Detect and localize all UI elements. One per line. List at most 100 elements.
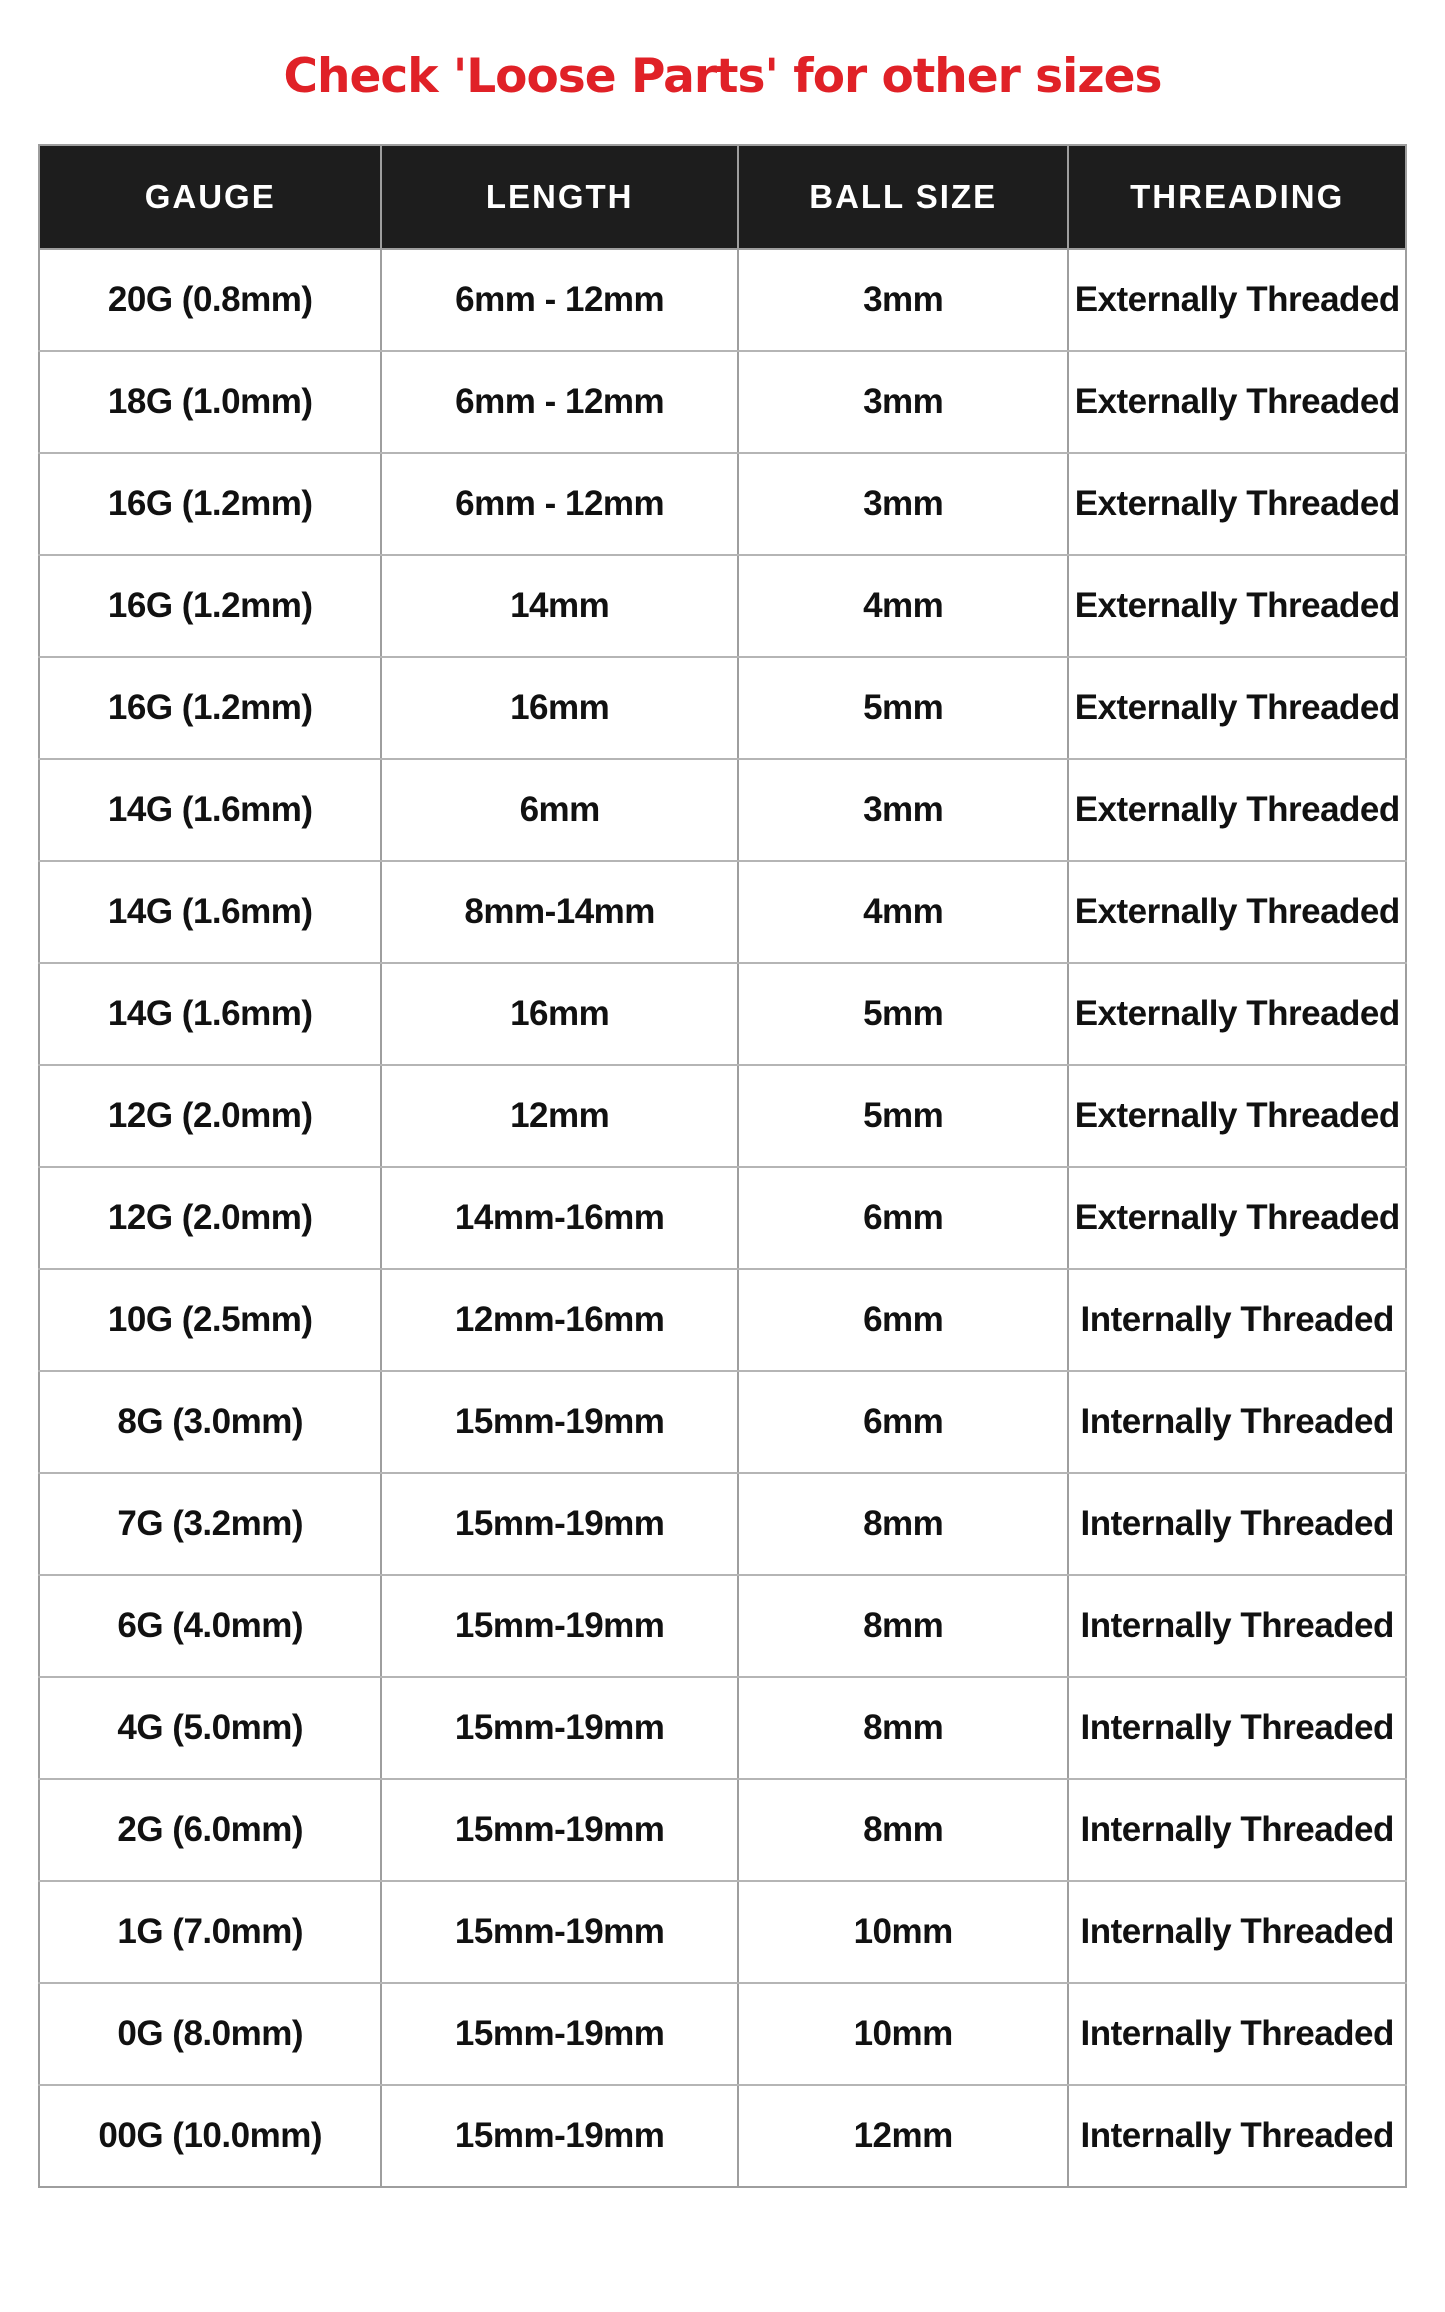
table-row: 8G (3.0mm) 15mm-19mm 6mm Internally Threade… xyxy=(37,1370,1407,1474)
table-cell: 6mm - 12mm xyxy=(380,248,739,352)
table-cell: 12G (2.0mm) xyxy=(37,1166,383,1270)
table-cell: 8G (3.0mm) xyxy=(37,1370,383,1474)
table-cell: 14mm xyxy=(380,554,739,658)
table-cell: 4mm xyxy=(736,860,1070,964)
table-row: 6G (4.0mm) 15mm-19mm 8mm Internally Threade… xyxy=(37,1574,1407,1678)
table-cell: Internally Threaded xyxy=(1067,1268,1407,1372)
table-cell: 15mm-19mm xyxy=(380,1370,739,1474)
table-cell: 14mm-16mm xyxy=(380,1166,739,1270)
table-cell: 12mm xyxy=(736,2084,1070,2188)
table-cell: 6mm xyxy=(736,1166,1070,1270)
table-cell: Externally Threaded xyxy=(1067,1166,1407,1270)
table-cell: 0G (8.0mm) xyxy=(37,1982,383,2086)
table-cell: Internally Threaded xyxy=(1067,1880,1407,1984)
table-cell: 12mm-16mm xyxy=(380,1268,739,1372)
table-cell: Internally Threaded xyxy=(1067,1982,1407,2086)
table-row: 7G (3.2mm) 15mm-19mm 8mm Internally Threade… xyxy=(37,1472,1407,1576)
table-cell: 3mm xyxy=(736,758,1070,862)
table-cell: Externally Threaded xyxy=(1067,350,1407,454)
table-row: 18G (1.0mm) 6mm - 12mm 3mm Externally Threa… xyxy=(37,350,1407,454)
page-title: Check 'Loose Parts' for other sizes xyxy=(283,49,1163,104)
column-header-ball-size: BALL SIZE xyxy=(736,144,1070,250)
table-cell: 2G (6.0mm) xyxy=(37,1778,383,1882)
table-cell: 8mm-14mm xyxy=(380,860,739,964)
table-cell: Internally Threaded xyxy=(1067,1472,1407,1576)
table-cell: 12G (2.0mm) xyxy=(37,1064,383,1168)
table-row: 16G (1.2mm) 14mm 4mm Externally Threaded xyxy=(37,554,1407,658)
table-cell: 14G (1.6mm) xyxy=(37,758,383,862)
table-cell: 00G (10.0mm) xyxy=(37,2084,383,2188)
table-cell: 16G (1.2mm) xyxy=(37,656,383,760)
table-cell: Internally Threaded xyxy=(1067,1574,1407,1678)
table-row: 0G (8.0mm) 15mm-19mm 10mm Internally Thread… xyxy=(37,1982,1407,2086)
table-row: 12G (2.0mm) 12mm 5mm Externally Threaded xyxy=(37,1064,1407,1168)
table-cell: 5mm xyxy=(736,656,1070,760)
table-cell: Internally Threaded xyxy=(1067,1676,1407,1780)
table-row: 2G (6.0mm) 15mm-19mm 8mm Internally Threade… xyxy=(37,1778,1407,1882)
table-cell: 14G (1.6mm) xyxy=(37,860,383,964)
table-row: 16G (1.2mm) 6mm - 12mm 3mm Externally Threa… xyxy=(37,452,1407,556)
table-cell: 15mm-19mm xyxy=(380,1574,739,1678)
table-cell: 5mm xyxy=(736,1064,1070,1168)
table-cell: Internally Threaded xyxy=(1067,2084,1407,2188)
table-cell: Externally Threaded xyxy=(1067,1064,1407,1168)
table-cell: 14G (1.6mm) xyxy=(37,962,383,1066)
table-row: 4G (5.0mm) 15mm-19mm 8mm Internally Threade… xyxy=(37,1676,1407,1780)
table-cell: 12mm xyxy=(380,1064,739,1168)
table-cell: 10G (2.5mm) xyxy=(37,1268,383,1372)
table-cell: 16mm xyxy=(380,656,739,760)
table-cell: Externally Threaded xyxy=(1067,656,1407,760)
table-cell: 6mm xyxy=(736,1370,1070,1474)
table-row: 00G (10.0mm) 15mm-19mm 12mm Internally Thre… xyxy=(37,2084,1407,2188)
table-cell: 15mm-19mm xyxy=(380,1472,739,1576)
table-cell: 18G (1.0mm) xyxy=(37,350,383,454)
table-cell: 16G (1.2mm) xyxy=(37,452,383,556)
table-cell: 3mm xyxy=(736,248,1070,352)
table-row: 14G (1.6mm) 16mm 5mm Externally Threaded xyxy=(37,962,1407,1066)
table-cell: 3mm xyxy=(736,350,1070,454)
table-cell: 7G (3.2mm) xyxy=(37,1472,383,1576)
table-cell: 4mm xyxy=(736,554,1070,658)
table-cell: 10mm xyxy=(736,1880,1070,1984)
column-header-length: LENGTH xyxy=(380,144,739,250)
size-chart-table: GAUGE LENGTH BALL SIZE THREADING 20G (0.… xyxy=(37,144,1407,2188)
table-cell: 6mm xyxy=(380,758,739,862)
table-cell: 16mm xyxy=(380,962,739,1066)
table-cell: 8mm xyxy=(736,1778,1070,1882)
table-cell: 5mm xyxy=(736,962,1070,1066)
table-cell: 6mm - 12mm xyxy=(380,452,739,556)
column-header-gauge: GAUGE xyxy=(37,144,383,250)
table-cell: 3mm xyxy=(736,452,1070,556)
table-cell: Externally Threaded xyxy=(1067,452,1407,556)
table-row: 12G (2.0mm) 14mm-16mm 6mm Externally Thread… xyxy=(37,1166,1407,1270)
table-cell: 15mm-19mm xyxy=(380,1778,739,1882)
table-cell: Externally Threaded xyxy=(1067,248,1407,352)
table-row: 10G (2.5mm) 12mm-16mm 6mm Internally Thread… xyxy=(37,1268,1407,1372)
table-cell: 15mm-19mm xyxy=(380,2084,739,2188)
table-cell: Externally Threaded xyxy=(1067,758,1407,862)
table-cell: 20G (0.8mm) xyxy=(37,248,383,352)
table-cell: Externally Threaded xyxy=(1067,860,1407,964)
table-cell: 15mm-19mm xyxy=(380,1676,739,1780)
table-cell: 16G (1.2mm) xyxy=(37,554,383,658)
table-cell: 6mm xyxy=(736,1268,1070,1372)
table-cell: Externally Threaded xyxy=(1067,554,1407,658)
table-header: GAUGE LENGTH BALL SIZE THREADING xyxy=(37,144,1407,250)
table-row: 20G (0.8mm) 6mm - 12mm 3mm Externally Threa… xyxy=(37,248,1407,352)
table-cell: 1G (7.0mm) xyxy=(37,1880,383,1984)
table-cell: Internally Threaded xyxy=(1067,1778,1407,1882)
table-cell: 4G (5.0mm) xyxy=(37,1676,383,1780)
table-row: 14G (1.6mm) 6mm 3mm Externally Threaded xyxy=(37,758,1407,862)
table-cell: 8mm xyxy=(736,1676,1070,1780)
column-header-threading: THREADING xyxy=(1067,144,1407,250)
table-cell: 8mm xyxy=(736,1574,1070,1678)
table-cell: 15mm-19mm xyxy=(380,1982,739,2086)
table-cell: 6G (4.0mm) xyxy=(37,1574,383,1678)
table-cell: 10mm xyxy=(736,1982,1070,2086)
table-row: 16G (1.2mm) 16mm 5mm Externally Threaded xyxy=(37,656,1407,760)
table-cell: 6mm - 12mm xyxy=(380,350,739,454)
table-row: 14G (1.6mm) 8mm-14mm 4mm Externally Threade… xyxy=(37,860,1407,964)
table-header-row: GAUGE LENGTH BALL SIZE THREADING xyxy=(37,144,1407,250)
table-cell: 8mm xyxy=(736,1472,1070,1576)
